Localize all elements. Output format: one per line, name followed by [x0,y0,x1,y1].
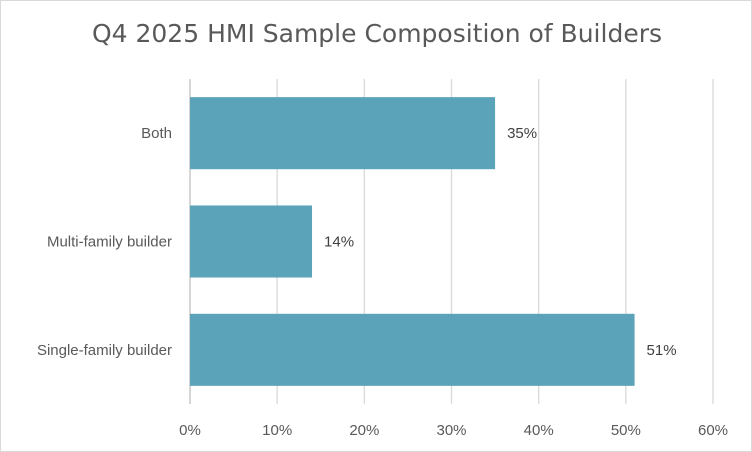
x-tick-label-1: 10% [262,422,292,439]
x-tick-label-2: 20% [349,422,379,439]
x-tick-label-4: 40% [524,422,554,439]
bar-1 [190,205,313,278]
x-tick-label-0: 0% [179,422,201,439]
bar-2 [190,313,635,386]
x-tick-label-3: 30% [436,422,466,439]
data-label-0: 35% [507,125,537,142]
bar-0 [190,97,496,170]
x-tick-label-6: 60% [698,422,728,439]
category-label-1: Multi-family builder [47,234,172,251]
category-label-0: Both [141,125,172,142]
chart-title: Q4 2025 HMI Sample Composition of Builde… [91,19,663,48]
x-tick-label-5: 50% [611,422,641,439]
data-label-1: 14% [324,234,354,251]
category-label-2: Single-family builder [37,342,172,359]
data-label-2: 51% [647,342,677,359]
